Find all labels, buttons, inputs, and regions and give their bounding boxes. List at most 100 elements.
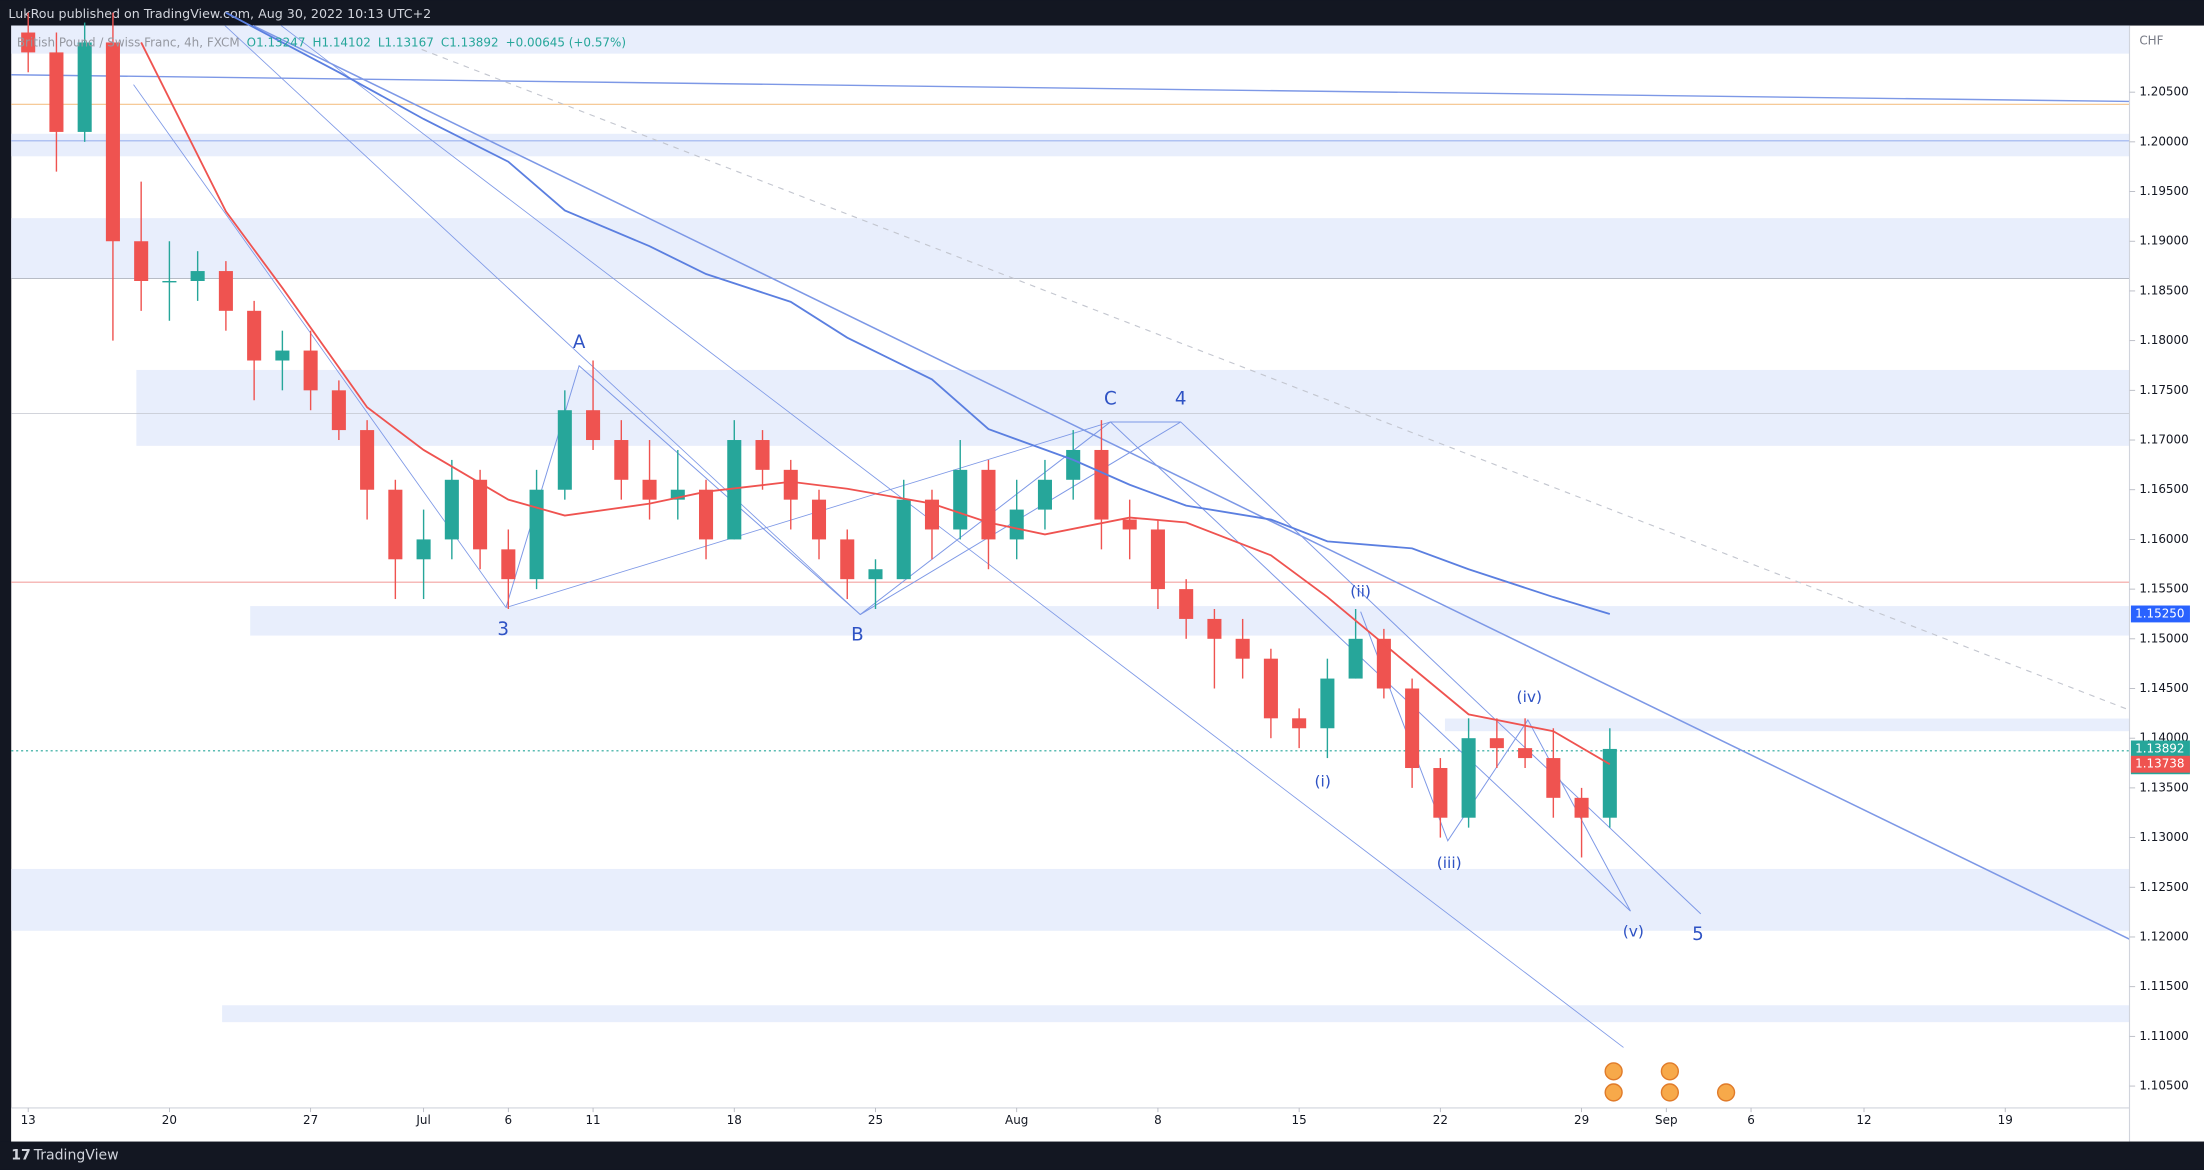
candle-body — [586, 410, 601, 441]
marks — [21, 11, 1617, 858]
x-tick-label: Jul — [415, 1113, 430, 1127]
y-tick-label: 1.19000 — [2139, 234, 2188, 248]
candle-body — [783, 469, 798, 500]
legend-value: C1.13892 — [441, 35, 499, 49]
candle-body — [1376, 638, 1391, 689]
y-tick-label: 1.16500 — [2139, 482, 2188, 496]
candle-body — [190, 271, 205, 282]
brand: TradingView — [33, 1148, 119, 1164]
y-tick-label: 1.14500 — [2139, 681, 2188, 695]
x-tick-label: 19 — [1998, 1113, 2013, 1127]
candle-body — [981, 469, 996, 540]
x-tick-label: 22 — [1433, 1113, 1448, 1127]
y-tick-label: 1.19500 — [2139, 184, 2188, 198]
candle-body — [811, 499, 827, 540]
candle-body — [1179, 589, 1194, 619]
candle-body — [105, 42, 120, 242]
legend: British Pound / Swiss Franc, 4h, FXCM O1.… — [17, 35, 626, 49]
wave-label: 5 — [1692, 924, 1704, 945]
x-tick-label: Aug — [1005, 1113, 1028, 1127]
price-label: 1.15250 — [2135, 606, 2184, 620]
price-label-box — [2130, 755, 2190, 773]
event-icon — [1604, 1083, 1623, 1102]
candle-body — [1292, 718, 1307, 729]
y-tick-label: 1.13500 — [2139, 780, 2188, 794]
currency: CHF — [2139, 34, 2163, 48]
time-axis — [11, 1107, 2130, 1142]
candle-body — [1263, 658, 1278, 719]
price-label: 1.13892 — [2135, 741, 2184, 755]
x-tick-label: 8 — [1154, 1113, 1162, 1127]
legend-value: L1.13167 — [378, 35, 434, 49]
y-tick-label: 1.20500 — [2139, 85, 2188, 99]
candle-body — [1348, 638, 1363, 679]
wave-label: (ii) — [1350, 583, 1371, 601]
y-tick-label: 1.16000 — [2139, 532, 2188, 546]
event-icon — [1604, 1062, 1623, 1081]
candle-body — [1602, 748, 1617, 818]
candle-body — [953, 469, 968, 530]
candle-body — [924, 499, 940, 530]
x-tick-label: 20 — [162, 1113, 177, 1127]
candle-body — [501, 549, 516, 580]
zone — [11, 25, 2130, 54]
y-tick-label: 1.12500 — [2139, 880, 2188, 894]
candle-body — [699, 489, 714, 540]
x-tick-label: 13 — [21, 1113, 36, 1127]
wave-label: (v) — [1623, 923, 1644, 941]
publisher: LukRou published on TradingView.com, Aug… — [8, 6, 431, 21]
trendline — [421, 48, 2130, 711]
candle-body — [49, 52, 64, 132]
candle-body — [134, 241, 149, 282]
candle-body — [416, 539, 431, 560]
price-label: 1.13738 — [2135, 757, 2184, 771]
x-tick-label: 25 — [868, 1113, 883, 1127]
candle-body — [1461, 738, 1476, 818]
candle-body — [473, 479, 488, 550]
plot-background — [11, 25, 2204, 1142]
y-tick-label: 1.17000 — [2139, 433, 2188, 447]
y-tick-label: 1.20000 — [2139, 134, 2188, 148]
trendline — [224, 25, 861, 615]
wave-label: (i) — [1315, 772, 1331, 790]
legend-value: +0.00645 (+0.57%) — [506, 35, 626, 49]
wave-path — [505, 364, 1631, 912]
x-tick-label: 15 — [1292, 1113, 1307, 1127]
zone — [11, 133, 2130, 157]
candle-body — [1405, 688, 1420, 769]
candle-body — [727, 440, 742, 540]
wave-label: B — [851, 625, 864, 646]
candle-body — [1009, 509, 1024, 540]
y-tick-label: 1.18500 — [2139, 283, 2188, 297]
x-tick-label: 29 — [1574, 1113, 1589, 1127]
candle-body — [218, 271, 233, 311]
x-tick-label: 12 — [1856, 1113, 1871, 1127]
y-tick-label: 1.18000 — [2139, 333, 2188, 347]
moving-average — [140, 42, 1611, 766]
candle-body — [557, 410, 572, 490]
footer — [0, 1141, 2204, 1170]
legend-value: H1.14102 — [312, 35, 370, 49]
y-tick-label: 1.15000 — [2139, 631, 2188, 645]
symbol: British Pound / Swiss Franc, 4h, FXCM — [17, 35, 240, 49]
event-icons — [1604, 1062, 1736, 1102]
y-tick-label: 1.17500 — [2139, 383, 2188, 397]
legend-value: O1.13247 — [247, 35, 306, 49]
candle-body — [614, 440, 629, 480]
candle-body — [529, 489, 544, 580]
brand-logo: 17 — [11, 1148, 31, 1164]
candle-body — [1122, 519, 1137, 530]
wave-label: A — [573, 332, 586, 353]
wave-label: 3 — [497, 619, 509, 640]
y-tick-label: 1.13000 — [2139, 830, 2188, 844]
x-tick-label: Sep — [1655, 1113, 1678, 1127]
candle-body — [388, 489, 403, 560]
event-icon — [1660, 1062, 1680, 1081]
candle-body — [642, 479, 657, 500]
zone — [11, 218, 2130, 279]
y-tick-label: 1.12000 — [2139, 929, 2188, 943]
y-tick-label: 1.10500 — [2139, 1079, 2188, 1093]
zone — [1444, 718, 2130, 732]
candle-body — [755, 440, 770, 470]
